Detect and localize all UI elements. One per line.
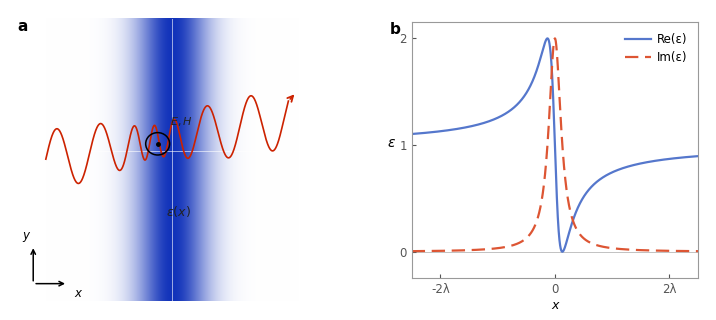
Re(ε)	[558, 250, 566, 254]
Text: b: b	[390, 22, 401, 37]
Y-axis label: ε: ε	[387, 136, 395, 150]
Re(ε)	[407, 132, 416, 136]
Legend: Re(ε), Im(ε): Re(ε), Im(ε)	[620, 28, 692, 68]
Im(ε)	[517, 240, 526, 244]
Re(ε)	[440, 129, 449, 133]
Line: Im(ε): Im(ε)	[412, 38, 698, 251]
Text: $\epsilon(x)$: $\epsilon(x)$	[165, 204, 190, 219]
Re(ε)	[657, 158, 666, 162]
Re(ε)	[517, 98, 526, 102]
Text: x: x	[74, 287, 81, 300]
Im(ε)	[657, 249, 666, 252]
Im(ε)	[407, 249, 416, 253]
Text: y: y	[22, 229, 29, 243]
Im(ε)	[440, 249, 449, 253]
Text: a: a	[17, 19, 28, 34]
Re(ε)	[530, 76, 538, 80]
Text: $E,H$: $E,H$	[170, 115, 193, 128]
Im(ε)	[688, 249, 697, 253]
Re(ε)	[457, 126, 465, 130]
Re(ε)	[694, 154, 702, 158]
X-axis label: x: x	[551, 299, 558, 312]
Im(ε)	[694, 249, 702, 253]
Im(ε)	[551, 36, 559, 40]
Im(ε)	[457, 248, 465, 252]
Im(ε)	[530, 226, 538, 230]
Re(ε)	[543, 36, 552, 40]
Re(ε)	[688, 155, 697, 158]
Line: Re(ε): Re(ε)	[412, 38, 698, 252]
